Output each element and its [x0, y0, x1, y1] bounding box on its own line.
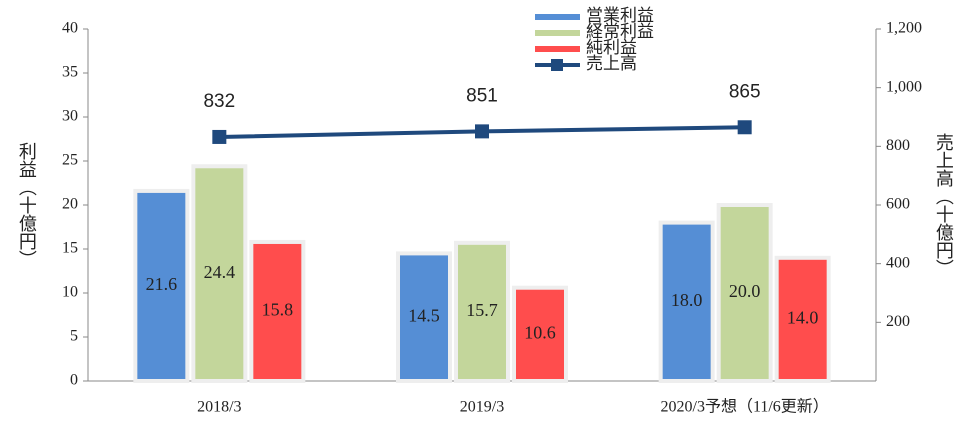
data-label: 20.0: [729, 281, 761, 301]
legend-swatch: [535, 46, 580, 52]
data-label: 10.6: [524, 322, 556, 342]
bar: [133, 188, 190, 383]
y2-tick-label: 1,000: [886, 78, 922, 95]
bar: [512, 285, 568, 383]
y-axis-title: 利益（十億円）: [17, 142, 37, 268]
data-label: 21.6: [146, 274, 178, 294]
data-label: 15.7: [466, 300, 498, 320]
bar: [774, 255, 831, 383]
data-label: 24.4: [204, 262, 236, 282]
legend-swatch: [551, 59, 563, 71]
x-tick-label: 2020/3予想（11/6更新）: [661, 398, 829, 416]
y-tick-label: 40: [62, 20, 78, 37]
y-tick-label: 10: [62, 284, 78, 301]
y2-tick-label: 800: [886, 137, 910, 154]
y-tick-label: 15: [62, 240, 78, 257]
data-label: 865: [729, 81, 761, 102]
bar: [249, 239, 306, 383]
data-label: 14.5: [408, 305, 440, 325]
y2-tick-label: 600: [886, 196, 910, 213]
data-label: 832: [203, 91, 235, 112]
bar: [658, 220, 715, 383]
y-tick-label: 5: [70, 328, 78, 345]
legend-label: 純利益: [586, 38, 637, 57]
bar: [191, 164, 248, 383]
y-tick-label: 30: [62, 108, 78, 125]
y-tick-label: 0: [70, 372, 78, 389]
data-label: 14.0: [787, 308, 819, 328]
line-marker: [212, 129, 227, 144]
legend-label: 経常利益: [586, 22, 654, 41]
line-marker: [475, 124, 489, 139]
y2-tick-label: 200: [886, 313, 910, 330]
legend-label: 営業利益: [586, 6, 654, 25]
y2-tick-label: 1,200: [886, 20, 922, 37]
data-label: 15.8: [262, 300, 294, 320]
legend-swatch: [535, 30, 580, 36]
bar: [716, 203, 773, 383]
legend-swatch: [535, 14, 580, 20]
y-tick-label: 35: [62, 64, 78, 81]
bar: [396, 251, 452, 383]
y2-tick-label: 400: [886, 254, 910, 271]
y-tick-label: 20: [62, 196, 78, 213]
line-marker: [737, 120, 752, 135]
y-tick-label: 25: [62, 152, 78, 169]
data-label: 18.0: [671, 290, 703, 310]
legend-label: 売上高: [586, 54, 637, 73]
x-tick-label: 2018/3: [197, 399, 241, 416]
data-label: 851: [466, 85, 498, 106]
x-tick-label: 2019/3: [460, 399, 504, 416]
y2-axis-title: 売上高（十億円）: [934, 133, 954, 277]
bar: [454, 240, 510, 383]
